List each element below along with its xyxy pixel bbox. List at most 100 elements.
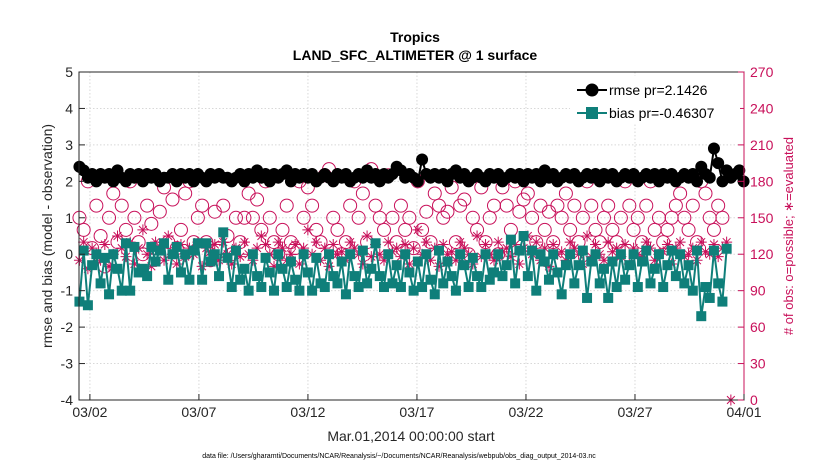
- bias-point: [82, 300, 93, 311]
- x-axis-label: Mar.01,2014 00:00:00 start: [327, 428, 494, 444]
- possible-obs-point: [554, 210, 569, 225]
- bias-point: [687, 285, 698, 296]
- bias-point: [603, 292, 614, 303]
- evaluated-obs-point: [302, 224, 314, 236]
- possible-obs-point: [520, 186, 535, 201]
- bias-point: [683, 260, 694, 271]
- y-tick-label: -1: [61, 283, 74, 299]
- bias-point: [624, 260, 635, 271]
- bias-point: [302, 267, 313, 278]
- evaluated-obs-point: [209, 239, 221, 251]
- possible-obs-point: [601, 198, 616, 213]
- evaluated-obs-point: [268, 260, 280, 272]
- bias-point: [501, 260, 512, 271]
- bias-point: [628, 249, 639, 260]
- bias-point: [116, 285, 127, 296]
- bias-point: [379, 282, 390, 293]
- evaluated-obs-point: [162, 230, 174, 242]
- bias-point: [467, 252, 478, 263]
- evaluated-obs-point: [513, 258, 525, 270]
- bias-point: [700, 282, 711, 293]
- evaluated-obs-point: [391, 242, 403, 254]
- bias-point: [556, 289, 567, 300]
- bias-point: [247, 249, 258, 260]
- possible-obs-point: [343, 198, 358, 213]
- bias-point: [552, 267, 563, 278]
- evaluated-obs-point: [674, 236, 686, 248]
- bias-point: [480, 249, 491, 260]
- evaluated-obs-point: [505, 251, 517, 263]
- y-tick-label: 1: [65, 210, 73, 226]
- evaluated-obs-point: [226, 258, 238, 270]
- bias-point: [108, 249, 119, 260]
- evaluated-obs-point: [289, 239, 301, 251]
- possible-obs-point: [102, 210, 117, 225]
- legend-rmse-label: rmse pr=2.1426: [609, 82, 708, 98]
- x-tick-label: 03/17: [399, 404, 434, 420]
- evaluated-obs-point: [141, 248, 153, 260]
- possible-obs-point: [575, 210, 590, 225]
- evaluated-obs-point: [619, 239, 631, 251]
- y2-tick-label: 270: [750, 64, 774, 80]
- legend-bias-label: bias pr=-0.46307: [609, 105, 715, 121]
- bias-point: [269, 285, 280, 296]
- possible-obs-point: [563, 222, 578, 237]
- chart-title: Tropics: [390, 29, 440, 45]
- possible-obs-point: [588, 222, 603, 237]
- bias-point: [497, 271, 508, 282]
- bias-point: [311, 252, 322, 263]
- bias-point: [560, 260, 571, 271]
- series-0: [73, 142, 750, 188]
- bias-point: [450, 285, 461, 296]
- possible-obs-point: [351, 210, 366, 225]
- possible-obs-point: [668, 198, 683, 213]
- bias-point: [243, 285, 254, 296]
- evaluated-obs-point: [331, 248, 343, 260]
- bias-point: [543, 274, 554, 285]
- evaluated-obs-point: [272, 236, 284, 248]
- possible-obs-point: [216, 198, 231, 213]
- bias-point: [154, 245, 165, 256]
- evaluated-obs-point: [234, 251, 246, 263]
- possible-obs-point: [482, 210, 497, 225]
- y2-tick-label: 60: [750, 319, 766, 335]
- bias-point: [582, 292, 593, 303]
- bias-point: [188, 245, 199, 256]
- bias-point: [87, 260, 98, 271]
- evaluated-obs-point: [399, 239, 411, 251]
- possible-obs-point: [393, 198, 408, 213]
- y-tick-label: 4: [65, 100, 73, 116]
- bias-point: [704, 292, 715, 303]
- evaluated-obs-point: [120, 251, 132, 263]
- possible-obs-point: [440, 204, 455, 219]
- y2-tick-label: 0: [750, 392, 758, 408]
- possible-obs-point: [537, 222, 552, 237]
- possible-obs-point: [622, 198, 637, 213]
- bias-point: [645, 278, 656, 289]
- bias-point: [518, 231, 529, 241]
- bottom-axis: 03/02 03/07 03/12 03/17 03/22 03/27 04/01: [72, 394, 762, 420]
- bias-point: [159, 238, 170, 249]
- y2-tick-label: 90: [750, 283, 766, 299]
- bias-point: [163, 274, 174, 285]
- bias-point: [260, 252, 271, 263]
- possible-obs-point: [525, 210, 540, 225]
- y-tick-label: 2: [65, 173, 73, 189]
- series-1: [74, 227, 732, 322]
- evaluated-obs-point: [602, 236, 614, 248]
- possible-obs-point: [114, 198, 129, 213]
- evaluated-obs-point: [712, 251, 724, 263]
- bias-point: [713, 278, 724, 289]
- possible-obs-point: [626, 222, 641, 237]
- evaluated-obs-point: [640, 236, 652, 248]
- y-tick-label: -3: [61, 356, 74, 372]
- x-tick-label: 04/01: [726, 404, 761, 420]
- bias-point: [120, 238, 131, 249]
- bias-point: [535, 249, 546, 260]
- bias-point: [205, 256, 216, 267]
- possible-obs-point: [567, 198, 582, 213]
- bias-point: [218, 227, 229, 238]
- bias-point: [653, 249, 664, 260]
- possible-obs-point: [250, 192, 265, 207]
- possible-obs-point: [419, 204, 434, 219]
